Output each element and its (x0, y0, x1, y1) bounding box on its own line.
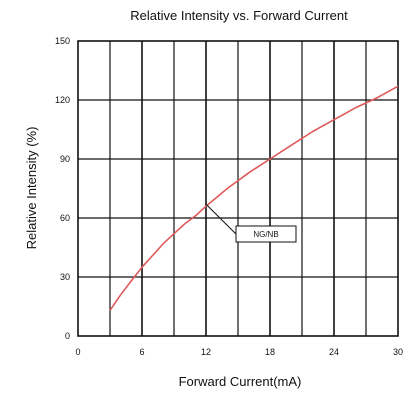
annotation-leader (205, 203, 237, 235)
chart-title: Relative Intensity vs. Forward Current (130, 8, 348, 23)
series-layer (109, 85, 399, 311)
x-tick-label: 0 (75, 347, 80, 357)
x-tick-label: 12 (201, 347, 211, 357)
annotation-layer: NG/NB (205, 203, 297, 243)
y-tick-label: 90 (60, 154, 70, 164)
plot-border (77, 40, 399, 337)
y-axis-label: Relative Intensity (%) (24, 127, 39, 250)
y-tick-label: 0 (65, 331, 70, 341)
grid (78, 41, 398, 336)
annotation-box (235, 225, 297, 243)
x-axis-ticks: 0 6 12 18 24 30 (75, 347, 403, 357)
plot-frame (77, 40, 399, 337)
series-line-1 (109, 85, 399, 311)
x-tick-label: 18 (265, 347, 275, 357)
y-tick-label: 60 (60, 213, 70, 223)
y-tick-label: 30 (60, 272, 70, 282)
x-tick-label: 6 (139, 347, 144, 357)
y-tick-label: 150 (55, 36, 70, 46)
annotation-label: NG/NB (253, 230, 278, 239)
x-tick-label: 30 (393, 347, 403, 357)
y-tick-label: 120 (55, 95, 70, 105)
x-axis-label: Forward Current(mA) (179, 374, 302, 389)
x-tick-label: 24 (329, 347, 339, 357)
y-axis-ticks: 0 30 60 90 120 150 (55, 36, 70, 341)
